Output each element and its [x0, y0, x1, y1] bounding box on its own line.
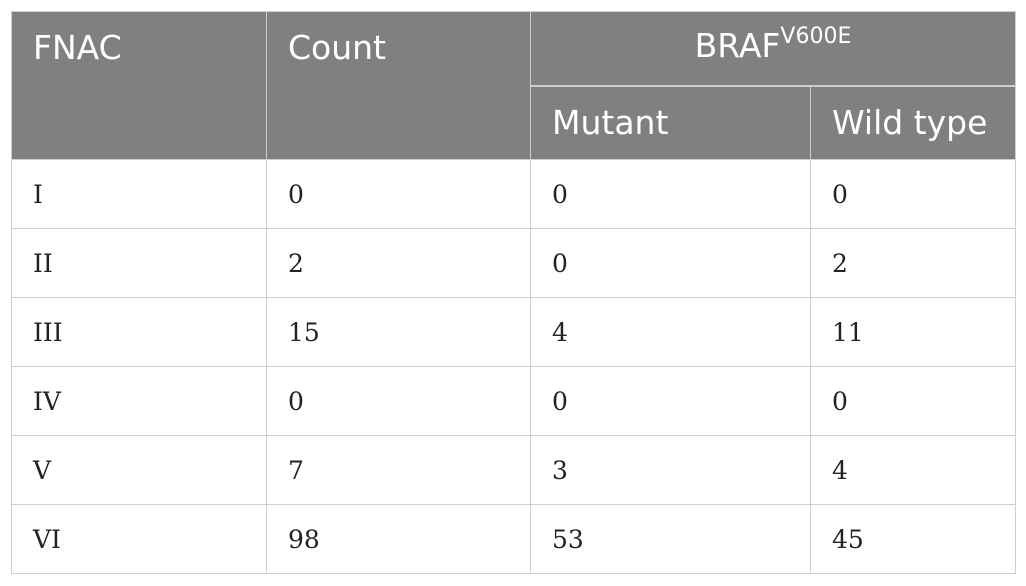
cell-count: 98 — [266, 504, 531, 574]
cell-wild-type: 45 — [810, 504, 1016, 574]
header-count: Count — [266, 11, 531, 160]
table-header: FNAC Count BRAFV600E Mutant Wild type — [11, 11, 1016, 160]
cell-fnac: VI — [11, 504, 267, 574]
cell-fnac: IV — [11, 366, 267, 436]
cell-fnac: I — [11, 159, 267, 229]
cell-wild-type: 0 — [810, 366, 1016, 436]
table-row: II 2 0 2 — [11, 228, 1016, 298]
cell-wild-type: 4 — [810, 435, 1016, 505]
header-mutant: Mutant — [530, 85, 811, 160]
header-row-top: FNAC Count BRAFV600E — [11, 11, 1016, 160]
header-braf-superscript: V600E — [780, 24, 852, 49]
table-row: IV 0 0 0 — [11, 366, 1016, 436]
cell-wild-type: 11 — [810, 297, 1016, 367]
table-row: V 7 3 4 — [11, 435, 1016, 505]
cell-mutant: 0 — [530, 228, 811, 298]
cell-mutant: 0 — [530, 159, 811, 229]
cell-mutant: 53 — [530, 504, 811, 574]
cell-wild-type: 2 — [810, 228, 1016, 298]
table-row: VI 98 53 45 — [11, 504, 1016, 574]
cell-mutant: 4 — [530, 297, 811, 367]
cell-count: 7 — [266, 435, 531, 505]
cell-count: 15 — [266, 297, 531, 367]
cell-count: 0 — [266, 366, 531, 436]
header-braf-label: BRAF — [694, 26, 781, 65]
cell-mutant: 0 — [530, 366, 811, 436]
cell-count: 0 — [266, 159, 531, 229]
cell-count: 2 — [266, 228, 531, 298]
table-body: I 0 0 0 II 2 0 2 III 15 4 11 IV 0 0 0 V … — [11, 159, 1016, 574]
cell-fnac: III — [11, 297, 267, 367]
table-row: I 0 0 0 — [11, 159, 1016, 229]
table-row: III 15 4 11 — [11, 297, 1016, 367]
cell-wild-type: 0 — [810, 159, 1016, 229]
header-fnac: FNAC — [11, 11, 267, 160]
header-wild-type: Wild type — [810, 85, 1016, 160]
header-row-sub: Mutant Wild type — [12, 85, 1016, 160]
header-braf-group: BRAFV600E — [530, 11, 1016, 87]
braf-fnac-table: FNAC Count BRAFV600E Mutant Wild type I … — [11, 11, 1016, 574]
cell-fnac: V — [11, 435, 267, 505]
cell-fnac: II — [11, 228, 267, 298]
cell-mutant: 3 — [530, 435, 811, 505]
